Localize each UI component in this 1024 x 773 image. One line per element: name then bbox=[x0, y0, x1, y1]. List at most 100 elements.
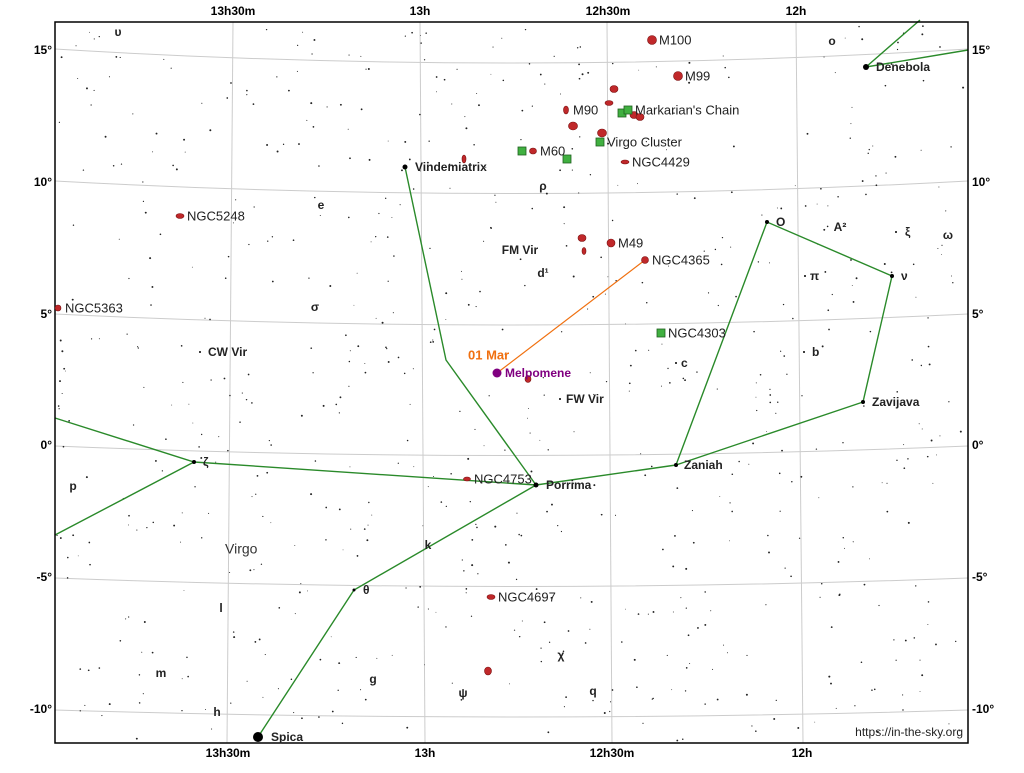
faint-star bbox=[364, 363, 366, 365]
faint-star bbox=[748, 463, 750, 465]
faint-star bbox=[637, 613, 640, 615]
faint-star bbox=[515, 578, 518, 581]
deep-sky-label: M100 bbox=[659, 32, 692, 47]
constellation-name: Virgo bbox=[225, 541, 258, 557]
faint-star bbox=[256, 475, 259, 477]
faint-star bbox=[716, 698, 719, 701]
faint-star bbox=[773, 717, 776, 720]
faint-star bbox=[800, 475, 803, 478]
faint-star bbox=[883, 263, 886, 266]
faint-star bbox=[780, 350, 782, 352]
faint-star bbox=[731, 510, 733, 513]
faint-star bbox=[902, 694, 904, 696]
galaxy bbox=[577, 234, 587, 242]
faint-star bbox=[138, 674, 141, 676]
faint-star bbox=[235, 199, 237, 201]
faint-star bbox=[625, 323, 626, 325]
faint-star bbox=[581, 73, 584, 76]
faint-star bbox=[79, 710, 81, 712]
faint-star bbox=[180, 344, 183, 347]
faint-star bbox=[200, 456, 203, 459]
faint-star bbox=[798, 537, 801, 539]
faint-star bbox=[86, 87, 88, 90]
faint-star bbox=[827, 205, 829, 207]
faint-star bbox=[638, 69, 640, 71]
faint-star bbox=[310, 102, 313, 105]
ra-label-bottom: 12h30m bbox=[590, 746, 635, 760]
faint-star bbox=[560, 331, 563, 333]
faint-star bbox=[611, 689, 614, 691]
faint-star bbox=[253, 206, 255, 208]
faint-star bbox=[172, 164, 174, 167]
planet-date: 01 Mar bbox=[468, 347, 509, 362]
faint-star bbox=[689, 662, 691, 664]
faint-star bbox=[252, 103, 255, 106]
faint-star bbox=[801, 395, 803, 397]
faint-star bbox=[159, 233, 162, 236]
star bbox=[765, 220, 769, 224]
faint-star bbox=[919, 659, 921, 661]
star bbox=[199, 351, 201, 353]
star-label: e bbox=[318, 198, 325, 212]
faint-star bbox=[312, 372, 314, 374]
faint-star bbox=[600, 513, 603, 516]
faint-star bbox=[651, 698, 653, 700]
star-label: θ bbox=[363, 583, 370, 597]
faint-star bbox=[463, 570, 465, 572]
faint-star bbox=[128, 524, 129, 526]
faint-star bbox=[593, 393, 594, 395]
star-label: b bbox=[812, 345, 819, 359]
faint-star bbox=[270, 522, 272, 524]
faint-star bbox=[476, 526, 478, 529]
faint-star bbox=[640, 453, 642, 455]
faint-star bbox=[777, 401, 779, 403]
faint-star bbox=[296, 44, 299, 47]
faint-star bbox=[77, 555, 79, 557]
faint-star bbox=[504, 449, 506, 451]
faint-star bbox=[432, 341, 435, 343]
faint-star bbox=[815, 448, 818, 450]
faint-star bbox=[647, 613, 649, 615]
faint-star bbox=[337, 689, 339, 692]
faint-star bbox=[691, 510, 693, 512]
faint-star bbox=[751, 725, 753, 727]
faint-star bbox=[227, 255, 230, 258]
dec-label-right: -10° bbox=[972, 702, 994, 716]
faint-star bbox=[230, 702, 232, 704]
faint-star bbox=[714, 248, 717, 251]
galaxy bbox=[175, 213, 185, 219]
faint-star bbox=[132, 113, 134, 115]
faint-star bbox=[941, 253, 943, 255]
faint-star bbox=[456, 68, 458, 70]
faint-star bbox=[531, 105, 533, 107]
star-label: q bbox=[589, 684, 596, 698]
faint-star bbox=[426, 161, 429, 164]
faint-star bbox=[314, 460, 317, 462]
faint-star bbox=[98, 35, 100, 38]
ra-line bbox=[419, 21, 426, 744]
faint-star bbox=[716, 329, 718, 331]
faint-star bbox=[501, 37, 503, 39]
faint-star bbox=[391, 654, 393, 656]
faint-star bbox=[524, 284, 526, 287]
faint-star bbox=[64, 370, 66, 372]
faint-star bbox=[310, 347, 313, 349]
star bbox=[253, 732, 263, 742]
faint-star bbox=[371, 514, 373, 516]
faint-star bbox=[782, 303, 785, 306]
faint-star bbox=[535, 588, 538, 590]
faint-star bbox=[58, 121, 60, 123]
star-label: υ bbox=[115, 25, 122, 39]
star-label: p bbox=[69, 479, 76, 493]
faint-star bbox=[187, 675, 189, 678]
dec-label-right: -5° bbox=[972, 570, 988, 584]
faint-star bbox=[641, 281, 644, 284]
dec-label-left: 15° bbox=[34, 43, 52, 57]
faint-star bbox=[644, 474, 647, 477]
star bbox=[803, 351, 805, 353]
faint-star bbox=[872, 145, 874, 147]
faint-star bbox=[775, 699, 777, 701]
frame bbox=[54, 21, 969, 744]
faint-star bbox=[915, 296, 917, 298]
